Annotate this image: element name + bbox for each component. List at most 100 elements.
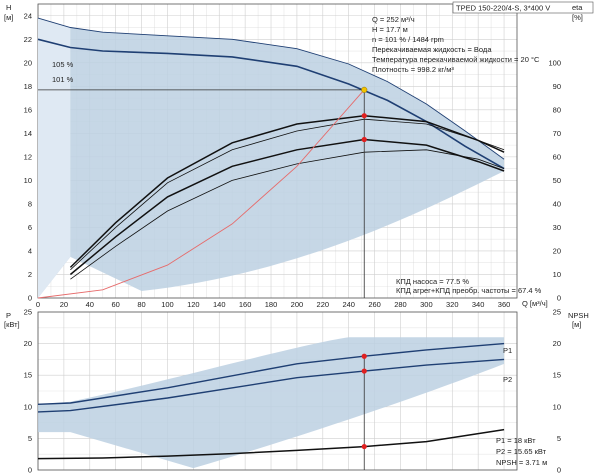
info-speed: n = 101 % / 1484 rpm — [372, 35, 444, 44]
y2-tick-label-90: 90 — [553, 82, 561, 91]
y-axis-letter-p: P — [6, 311, 11, 320]
npsh-tick-label-15: 15 — [553, 371, 561, 380]
lower-frame — [37, 311, 518, 471]
info-temperature: Температура перекачиваемой жидкости = 20… — [372, 55, 540, 64]
y-tick-label-24: 24 — [24, 11, 32, 20]
npsh-curve — [37, 428, 505, 460]
info-npsh: NPSH = 3.71 м — [496, 458, 547, 467]
y2-axis-letter-npsh: NPSH — [568, 311, 589, 320]
info-p1: P1 = 18 кВт — [496, 436, 536, 445]
x-tick-label-220: 220 — [317, 300, 330, 309]
y-tick-label-8: 8 — [28, 199, 32, 208]
y-tick-label-12: 12 — [24, 152, 32, 161]
y-axis-letter-h: H — [6, 3, 11, 12]
axis-tick-labels: 0 20 40 60 80 100 120 140 160 180 200 220 240 260 280 3… — [24, 11, 561, 474]
x-tick-label-300: 300 — [420, 300, 433, 309]
power-curve-p2 — [37, 358, 505, 413]
y-axis-unit-p: [кВт] — [4, 320, 20, 329]
y2-tick-label-50: 50 — [553, 176, 561, 185]
info-eta-total: КПД агрег+КПД преобр. частоты = 67.4 % — [396, 286, 542, 295]
duty-point-p2 — [361, 368, 367, 374]
y-tick-label-10: 10 — [24, 176, 32, 185]
y2-tick-label-60: 60 — [553, 152, 561, 161]
duty-point-p1 — [361, 353, 367, 359]
efficiency-info-block: КПД насоса = 77.5 % КПД агрег+КПД преобр… — [396, 277, 542, 295]
x-tick-label-100: 100 — [161, 300, 174, 309]
x-tick-label-160: 160 — [239, 300, 252, 309]
x-tick-label-260: 260 — [368, 300, 381, 309]
y-tick-label-18: 18 — [24, 82, 32, 91]
performance-curves — [37, 17, 505, 460]
duty-point-eta-total — [361, 136, 367, 143]
y-tick-label-14: 14 — [24, 129, 32, 138]
info-eta-pump: КПД насоса = 77.5 % — [396, 277, 469, 286]
chart-title: TPED 150-220/4-S, 3*400 V — [456, 4, 550, 13]
x-tick-label-120: 120 — [187, 300, 200, 309]
x-tick-label-320: 320 — [446, 300, 459, 309]
y-tick-label-16: 16 — [24, 105, 32, 114]
info-flow: Q = 252 м³/ч — [372, 15, 415, 24]
x-tick-label-180: 180 — [265, 300, 278, 309]
x-tick-label-140: 140 — [213, 300, 226, 309]
x-tick-label-340: 340 — [472, 300, 485, 309]
lower-operating-band — [38, 337, 505, 469]
x-tick-label-200: 200 — [291, 300, 304, 309]
x-tick-label-80: 80 — [137, 300, 145, 309]
npsh-tick-label-0: 0 — [557, 466, 561, 474]
x-axis-label: Q [м³/ч] — [522, 299, 548, 308]
y2-tick-label-40: 40 — [553, 199, 561, 208]
info-head: H = 17.7 м — [372, 25, 408, 34]
duty-point-head — [361, 86, 368, 93]
duty-point-npsh — [361, 443, 367, 450]
efficiency-curve-1 — [69, 114, 505, 268]
x-tick-label-360: 360 — [498, 300, 511, 309]
series-label-p2: P2 — [503, 375, 512, 384]
speed-label-101: 101 % — [52, 75, 74, 84]
efficiency-curve-4 — [70, 149, 505, 280]
duty-point-markers — [38, 86, 368, 470]
npsh-tick-label-20: 20 — [553, 339, 561, 348]
info-liquid: Перекачиваемая жидкость = Вода — [372, 45, 492, 54]
x-tick-label-60: 60 — [112, 300, 120, 309]
system-curve — [37, 89, 365, 299]
y-tick-label-2: 2 — [28, 270, 32, 279]
y2-axis-unit-eta: [%] — [572, 13, 583, 22]
y2-tick-label-100: 100 — [548, 58, 561, 67]
power-info-block: P1 = 18 кВт P2 = 15.65 кВт NPSH = 3.71 м — [496, 436, 547, 467]
npsh-tick-label-5: 5 — [557, 434, 561, 443]
p-tick-label-10: 10 — [24, 402, 32, 411]
head-curve-101 — [37, 38, 505, 170]
info-density: Плотность = 998.2 кг/м³ — [372, 65, 454, 74]
y2-axis-unit-npsh: [м] — [572, 320, 581, 329]
series-label-p1: P1 — [503, 346, 512, 355]
info-p2: P2 = 15.65 кВт — [496, 447, 547, 456]
upper-min-flow-band — [38, 18, 71, 298]
y-tick-label-0: 0 — [28, 294, 32, 303]
x-tick-label-240: 240 — [342, 300, 355, 309]
p-tick-label-25: 25 — [24, 308, 32, 317]
power-curve-p1 — [37, 342, 505, 405]
y2-tick-label-80: 80 — [553, 105, 561, 114]
npsh-tick-label-10: 10 — [553, 402, 561, 411]
head-curve-105 — [37, 17, 505, 160]
y2-tick-label-10: 10 — [553, 270, 561, 279]
y2-tick-label-30: 30 — [553, 223, 561, 232]
y-tick-label-22: 22 — [24, 35, 32, 44]
y2-tick-label-70: 70 — [553, 129, 561, 138]
y2-tick-label-20: 20 — [553, 246, 561, 255]
operating-range-bands — [38, 18, 505, 469]
duty-info-block: Q = 252 м³/ч H = 17.7 м n = 101 % / 1484… — [372, 15, 540, 74]
p-tick-label-5: 5 — [28, 434, 32, 443]
x-tick-label-280: 280 — [394, 300, 407, 309]
y-axis-unit-h: [м] — [4, 13, 13, 22]
title-box — [452, 1, 594, 14]
npsh-tick-label-25: 25 — [553, 308, 561, 317]
upper-operating-band — [38, 18, 505, 298]
y2-axis-letter-eta: eta — [572, 3, 583, 12]
y-tick-label-4: 4 — [28, 246, 32, 255]
efficiency-curve-2 — [70, 118, 505, 271]
p-tick-label-20: 20 — [24, 339, 32, 348]
y-tick-label-20: 20 — [24, 58, 32, 67]
x-tick-label-0: 0 — [36, 300, 40, 309]
